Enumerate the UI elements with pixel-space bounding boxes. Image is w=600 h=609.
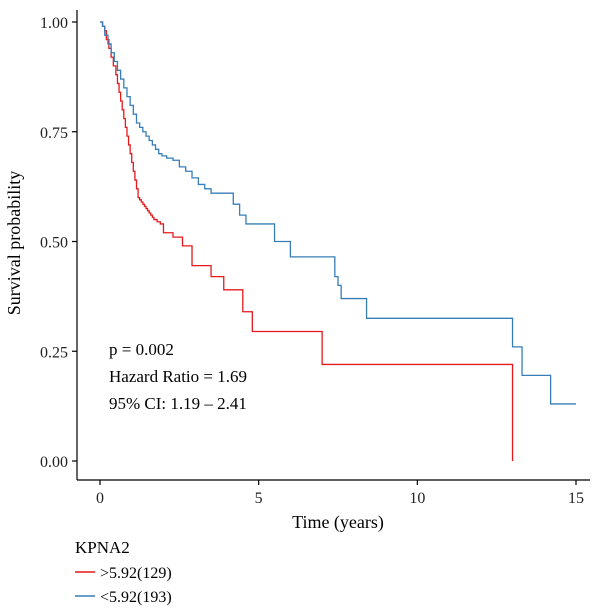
series-line-high [100, 21, 514, 461]
x-tick-label: 15 [568, 490, 584, 507]
legend-label-high: >5.92(129) [100, 565, 172, 582]
y-tick-label: 0.50 [40, 235, 68, 252]
legend: KPNA2 >5.92(129) <5.92(193) [75, 538, 172, 606]
x-tick-label: 0 [96, 490, 104, 507]
x-axis-title: Time (years) [292, 512, 384, 533]
x-tick-label: 5 [255, 490, 263, 507]
y-tick-label: 0.75 [40, 125, 68, 142]
y-axis-ticks: 0.00 0.25 0.50 0.75 1.00 [40, 15, 77, 471]
annotation-ci: 95% CI: 1.19 – 2.41 [109, 394, 247, 413]
legend-title: KPNA2 [75, 538, 130, 557]
y-tick-label: 1.00 [40, 15, 68, 32]
annotation-hazard-ratio: Hazard Ratio = 1.69 [109, 367, 247, 386]
annotation-p-value: p = 0.002 [109, 340, 174, 359]
x-axis-ticks: 0 5 10 15 [96, 480, 584, 507]
y-tick-label: 0.25 [40, 344, 68, 361]
series-layer [100, 21, 576, 461]
y-axis-title: Survival probability [4, 171, 24, 315]
x-tick-label: 10 [409, 490, 425, 507]
series-line-low [100, 21, 576, 405]
y-tick-label: 0.00 [40, 454, 68, 471]
legend-label-low: <5.92(193) [100, 589, 172, 606]
